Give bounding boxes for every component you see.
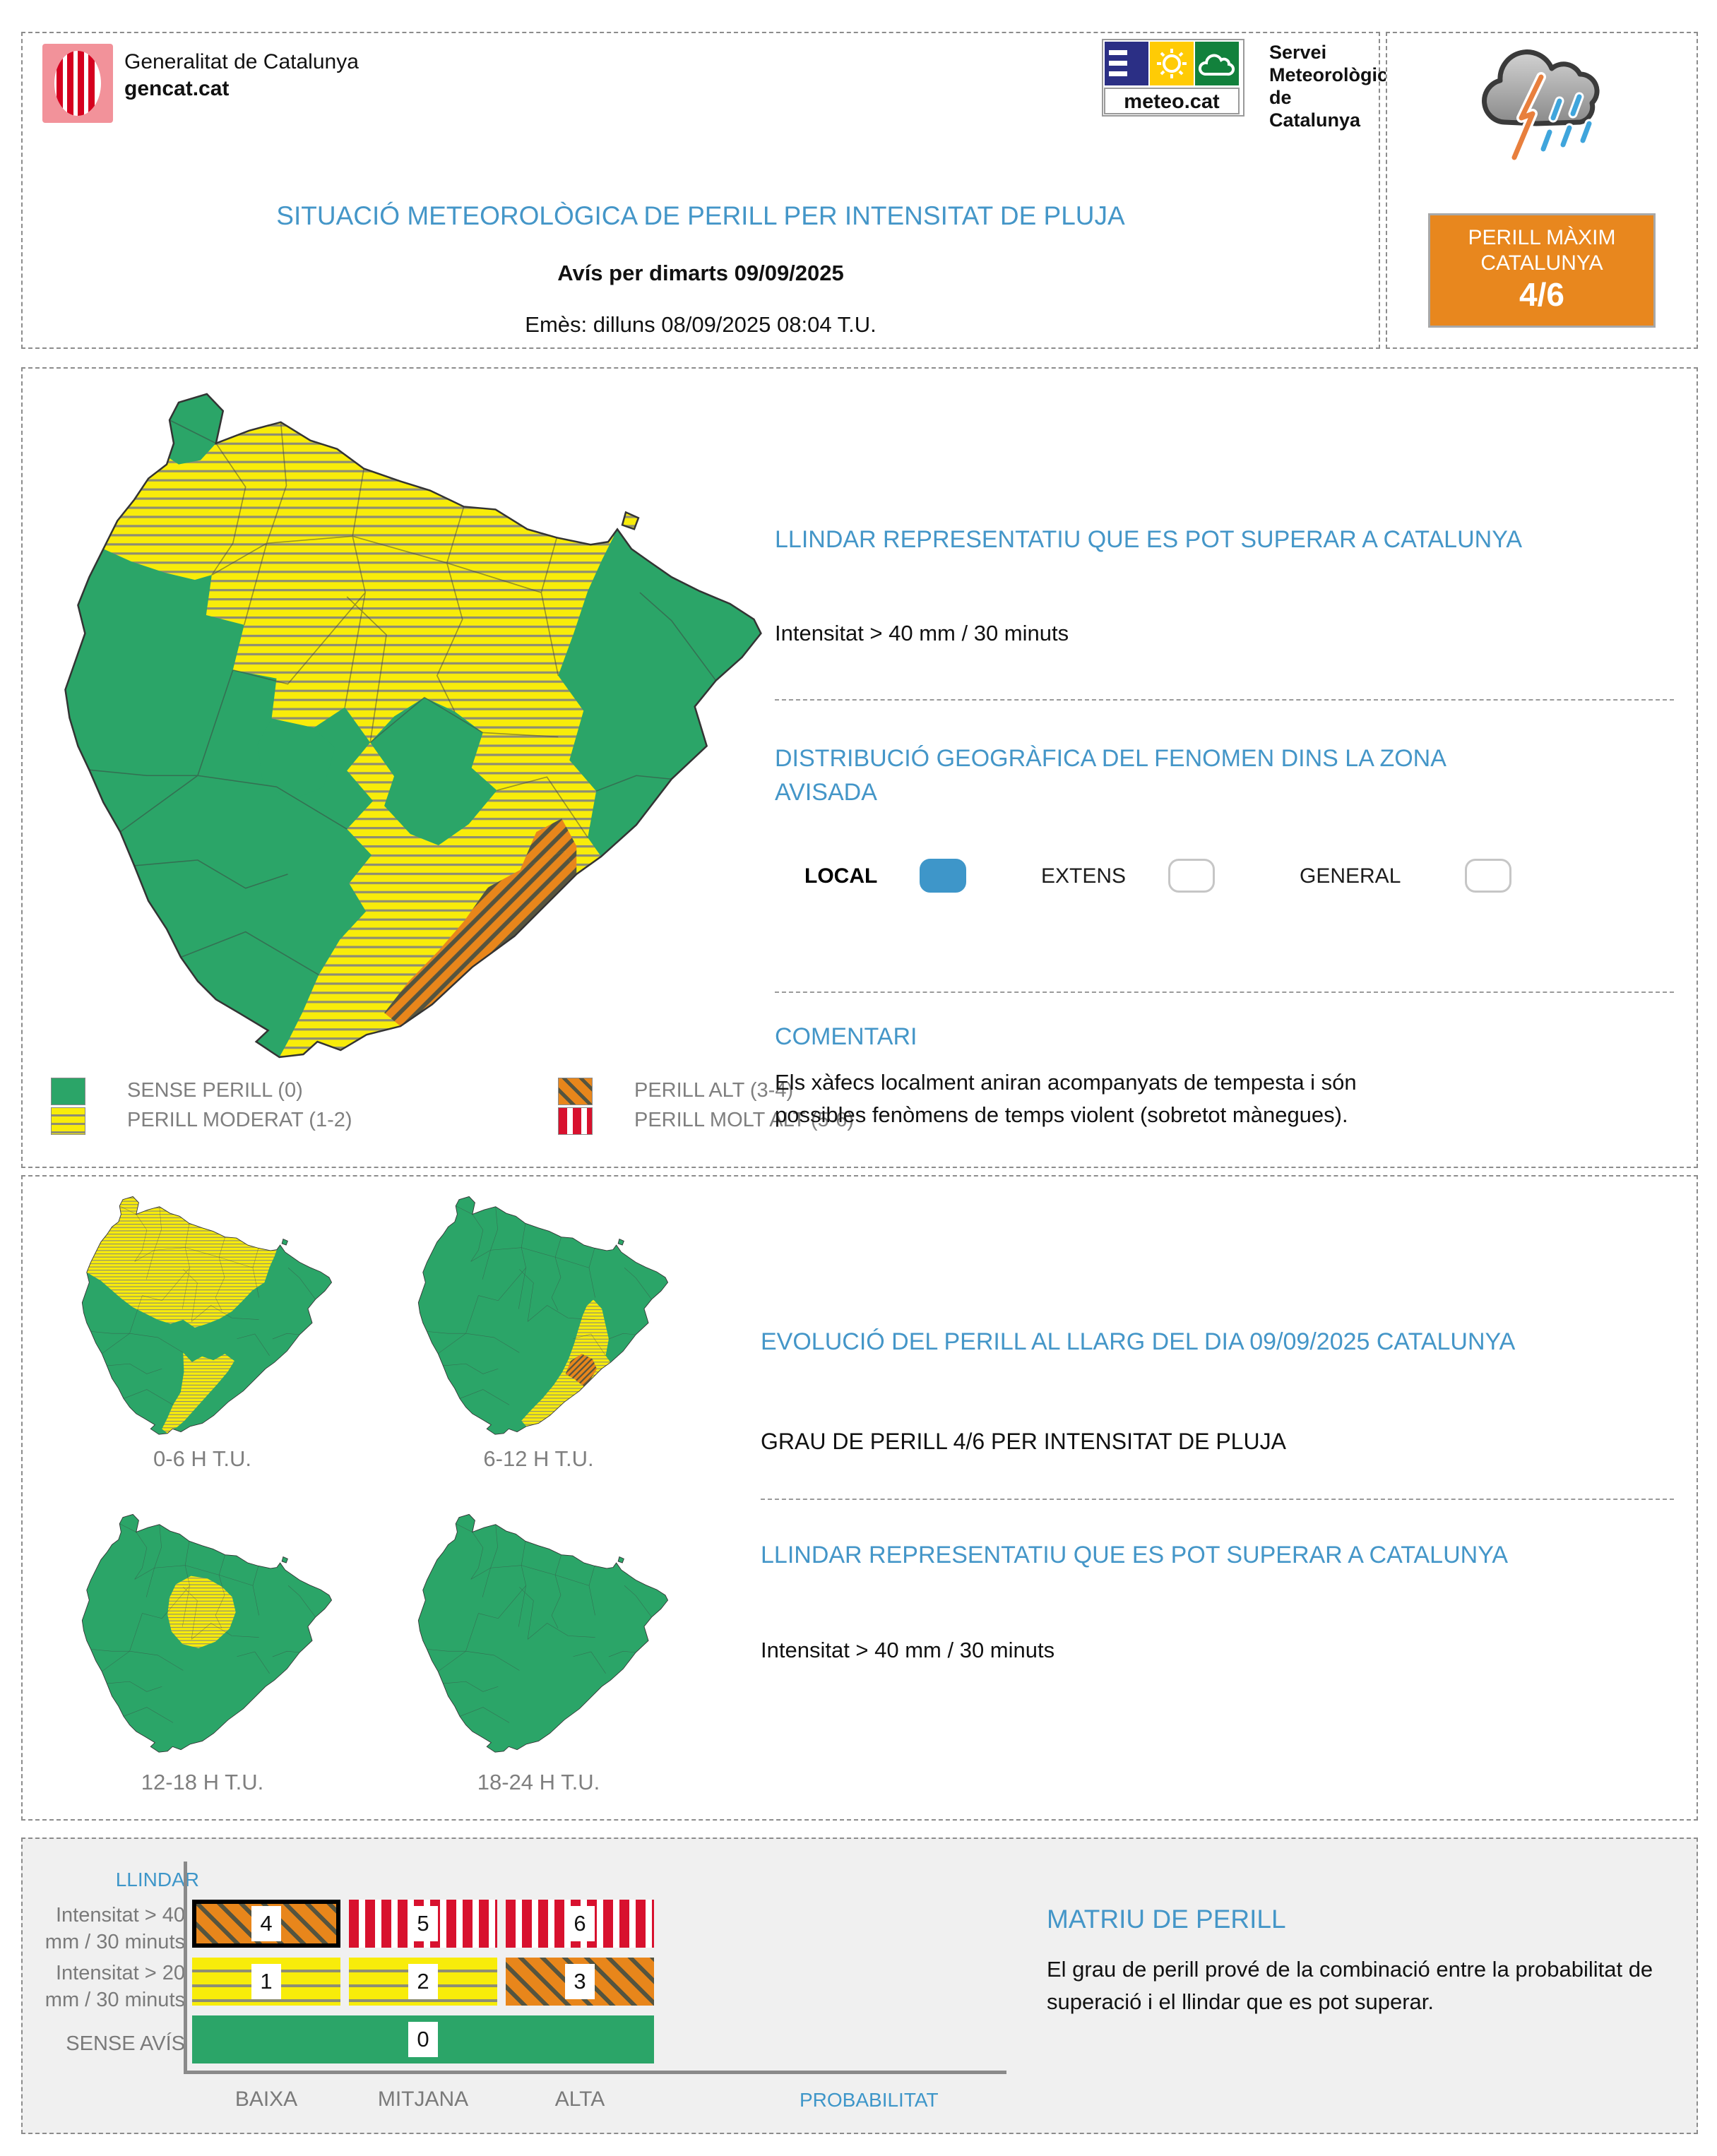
matrix-cell-5: 5 bbox=[349, 1900, 497, 1948]
matrix-x-axis bbox=[184, 2071, 1006, 2074]
legend-swatch-red bbox=[558, 1107, 593, 1135]
header-panel: Generalitat de Catalunya gencat.cat mete… bbox=[21, 32, 1388, 349]
matrix-col-label-baixa: BAIXA bbox=[234, 2087, 298, 2111]
warning-date: Avís per dimarts 09/09/2025 bbox=[557, 261, 844, 285]
meteocat-label: meteo.cat bbox=[1124, 90, 1220, 113]
legend-swatch-green bbox=[51, 1078, 85, 1105]
max-danger-panel: PERILL MÀXIM CATALUNYA 4/6 bbox=[1386, 32, 1698, 349]
matrix-cell-0: 0 bbox=[192, 2015, 654, 2063]
threshold-heading: LLINDAR REPRESENTATIU QUE ES POT SUPERAR… bbox=[775, 526, 1523, 553]
matrix-cell-1: 1 bbox=[192, 1958, 340, 2006]
map-0-6 bbox=[45, 1192, 360, 1436]
max-danger-line2: CATALUNYA bbox=[1480, 251, 1603, 275]
cell-value-2: 2 bbox=[408, 1964, 438, 1999]
matrix-row-label-3: SENSE AVÍS bbox=[66, 2032, 185, 2055]
storm-rain-icon bbox=[1468, 42, 1616, 176]
page-title: SITUACIÓ METEOROLÒGICA DE PERILL PER INT… bbox=[276, 201, 1125, 230]
map-18-24 bbox=[381, 1510, 696, 1753]
threshold-value: Intensitat > 40 mm / 30 minuts bbox=[775, 621, 1069, 645]
cell-value-6: 6 bbox=[565, 1906, 595, 1941]
daily-warning-section: SENSE PERILL (0) PERILL MODERAT (1-2) PE… bbox=[21, 367, 1698, 1168]
toggle-extens[interactable] bbox=[1168, 859, 1215, 893]
cell-value-3: 3 bbox=[565, 1964, 595, 1999]
option-label-general: GENERAL bbox=[1300, 864, 1401, 888]
matrix-heading: MATRIU DE PERILL bbox=[1047, 1905, 1286, 1934]
matrix-cell-4: 4 bbox=[192, 1900, 340, 1948]
max-danger-line1: PERILL MÀXIM bbox=[1468, 226, 1616, 249]
separator bbox=[775, 991, 1674, 993]
toggle-general[interactable] bbox=[1465, 859, 1511, 893]
meteocat-logo-icon: meteo.cat bbox=[1102, 39, 1247, 118]
evolution-heading: EVOLUCIÓ DEL PERILL AL LLARG DEL DIA 09/… bbox=[761, 1328, 1516, 1355]
matrix-col-label-mitjana: MITJANA bbox=[377, 2087, 469, 2111]
cell-value-5: 5 bbox=[408, 1906, 438, 1941]
evolution-value: GRAU DE PERILL 4/6 PER INTENSITAT DE PLU… bbox=[761, 1429, 1286, 1454]
matrix-y-axis bbox=[184, 1862, 187, 2073]
matrix-row-label-1: Intensitat > 40 mm / 30 minuts bbox=[44, 1904, 185, 1953]
threshold-value-2: Intensitat > 40 mm / 30 minuts bbox=[761, 1638, 1055, 1662]
comment-text: Els xàfecs localment aniran acompanyats … bbox=[775, 1070, 1357, 1127]
issued-date: Emès: dilluns 08/09/2025 08:04 T.U. bbox=[525, 312, 877, 337]
legend-swatch-orange bbox=[558, 1078, 593, 1105]
max-danger-badge: PERILL MÀXIM CATALUNYA 4/6 bbox=[1428, 213, 1656, 328]
threshold-heading-2: LLINDAR REPRESENTATIU QUE ES POT SUPERAR… bbox=[761, 1542, 1509, 1568]
matrix-cell-6: 6 bbox=[506, 1900, 654, 1948]
legend-swatch-yellow bbox=[51, 1107, 85, 1135]
map-label-6-12: 6-12 H T.U. bbox=[483, 1446, 594, 1471]
danger-matrix-section: LLINDAR Intensitat > 40 mm / 30 minuts In… bbox=[21, 1838, 1698, 2134]
separator bbox=[775, 699, 1674, 701]
separator bbox=[761, 1499, 1674, 1500]
matrix-row-label-2: Intensitat > 20 mm / 30 minuts bbox=[44, 1962, 185, 2011]
option-label-local: LOCAL bbox=[804, 864, 878, 888]
cell-value-0: 0 bbox=[408, 2022, 438, 2057]
legend-label-orange: PERILL ALT (3-4) bbox=[634, 1079, 794, 1102]
distribution-heading: DISTRIBUCIÓ GEOGRÀFICA DEL FENOMEN DINS … bbox=[775, 745, 1446, 806]
map-label-0-6: 0-6 H T.U. bbox=[153, 1446, 251, 1471]
cell-value-1: 1 bbox=[251, 1964, 281, 1999]
legend-label-green: SENSE PERILL (0) bbox=[127, 1079, 303, 1102]
matrix-cell-3: 3 bbox=[506, 1958, 654, 2006]
generalitat-logo-icon bbox=[42, 44, 113, 123]
matrix-description: El grau de perill prové de la combinació… bbox=[1047, 1957, 1653, 2014]
map-label-18-24: 18-24 H T.U. bbox=[477, 1770, 600, 1794]
gencat-domain: gencat.cat bbox=[124, 76, 230, 100]
option-label-extens: EXTENS bbox=[1041, 864, 1127, 888]
matrix-cell-2: 2 bbox=[349, 1958, 497, 2006]
max-danger-value: 4/6 bbox=[1519, 276, 1564, 313]
map-12-18 bbox=[45, 1510, 360, 1753]
toggle-local[interactable] bbox=[920, 859, 966, 893]
matrix-x-axis-label: PROBABILITAT bbox=[800, 2089, 939, 2111]
catalonia-danger-map bbox=[33, 381, 768, 1061]
comment-heading: COMENTARI bbox=[775, 1023, 917, 1050]
legend-label-yellow: PERILL MODERAT (1-2) bbox=[127, 1109, 352, 1131]
matrix-col-label-alta: ALTA bbox=[554, 2087, 605, 2111]
map-6-12 bbox=[381, 1192, 696, 1436]
map-label-12-18: 12-18 H T.U. bbox=[141, 1770, 264, 1794]
gencat-name: Generalitat de Catalunya bbox=[124, 50, 359, 73]
smc-name: Servei Meteorològic de Catalunya bbox=[1269, 42, 1389, 131]
evolution-section: 0-6 H T.U. 6-12 H T.U. 12-18 H T.U. 18-2… bbox=[21, 1175, 1698, 1821]
cell-value-4: 4 bbox=[251, 1906, 281, 1941]
legend-label-red: PERILL MOLT ALT (5-6) bbox=[634, 1109, 855, 1131]
